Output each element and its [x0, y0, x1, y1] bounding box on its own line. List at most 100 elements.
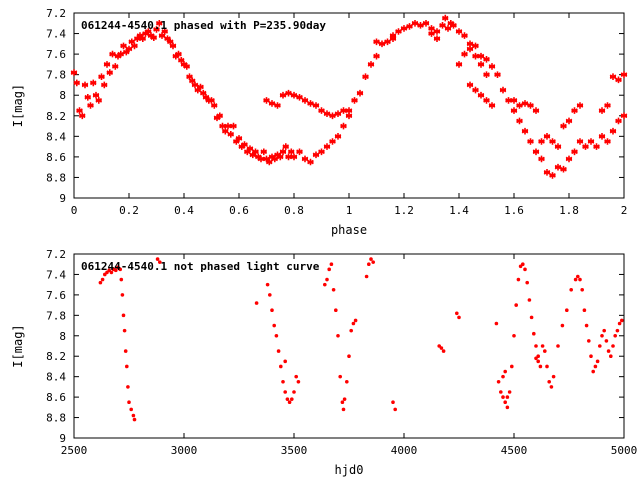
phased-data-point: [274, 102, 281, 109]
phased-data-point: [565, 155, 573, 163]
phased-y-tick-label: 7.2: [46, 7, 66, 20]
unphased-data-point: [525, 280, 529, 285]
phased-data-point: [571, 148, 578, 156]
phased-y-tick-label: 8.2: [46, 110, 66, 123]
phased-data-point: [527, 102, 534, 109]
phased-data-point: [177, 57, 185, 64]
unphased-data-point: [131, 413, 136, 418]
unphased-data-point: [499, 390, 503, 394]
unphased-data-point: [122, 328, 127, 333]
unphased-data-point: [620, 318, 624, 323]
phased-data-point: [136, 32, 144, 39]
phased-data-point: [483, 71, 490, 78]
phased-data-point: [285, 89, 292, 97]
phased-data-point: [128, 38, 136, 46]
phased-data-point: [367, 61, 375, 68]
unphased-y-tick-label: 7.6: [46, 289, 66, 302]
unphased-data-point: [254, 301, 259, 305]
phased-data-point: [158, 32, 166, 39]
phased-data-point: [439, 22, 446, 29]
phased-data-point: [466, 81, 474, 89]
phased-data-point: [373, 38, 380, 46]
unphased-data-point: [285, 397, 290, 401]
phased-data-point: [329, 112, 336, 120]
phased-x-tick-label: 0.8: [284, 204, 304, 217]
phased-data-point: [362, 73, 369, 80]
unphased-data-point: [272, 323, 277, 328]
phased-data-point: [279, 91, 287, 99]
unphased-data-point: [294, 374, 299, 379]
phased-data-point: [554, 143, 562, 150]
phased-data-point: [109, 50, 116, 58]
phased-x-axis-label: phase: [331, 223, 367, 237]
phased-data-point: [257, 155, 265, 163]
phased-data-point: [510, 97, 518, 104]
phased-data-point: [604, 138, 611, 145]
phased-data-point: [549, 138, 556, 145]
phased-x-tick-label: 0: [71, 204, 78, 217]
unphased-data-point: [120, 293, 125, 297]
unphased-data-point: [391, 400, 395, 405]
unphased-data-point: [371, 260, 376, 264]
phased-data-point: [604, 102, 611, 109]
phased-data-point: [191, 81, 199, 89]
phased-data-point: [447, 20, 455, 27]
unphased-data-point: [327, 267, 332, 272]
unphased-data-point: [123, 349, 128, 353]
phased-data-point: [296, 94, 303, 101]
unphased-data-point: [569, 287, 573, 292]
unphased-data-point: [587, 339, 591, 343]
unphased-data-point: [114, 268, 118, 273]
phased-data-point: [560, 122, 567, 130]
phased-data-point: [133, 35, 141, 42]
unphased-data-point: [340, 400, 345, 405]
unphased-data-point: [331, 287, 336, 292]
phased-data-point: [142, 30, 149, 37]
unphased-y-tick-label: 9: [59, 432, 66, 445]
phased-data-point: [221, 127, 229, 135]
phased-y-tick-label: 9: [59, 192, 66, 205]
unphased-data-point: [523, 267, 527, 272]
unphased-data-point: [529, 315, 534, 320]
phased-data-point: [219, 122, 226, 130]
unphased-data-point: [505, 395, 510, 399]
phased-data-point: [265, 158, 273, 166]
unphased-data-point: [393, 407, 398, 412]
unphased-data-point: [503, 400, 508, 405]
phased-data-point: [92, 91, 100, 99]
unphased-data-point: [602, 328, 606, 333]
phased-data-point: [400, 25, 408, 32]
phased-data-point: [296, 148, 303, 156]
unphased-data-point: [534, 356, 538, 361]
phased-data-point: [131, 42, 138, 50]
unphased-data-point: [613, 333, 617, 338]
unphased-data-point: [345, 379, 349, 384]
unphased-data-point: [573, 277, 578, 282]
unphased-data-point: [545, 364, 549, 369]
unphased-data-point: [323, 282, 327, 287]
unphased-data-point: [514, 303, 518, 307]
phased-data-point: [155, 20, 163, 27]
phased-data-point: [287, 148, 295, 156]
phased-data-point: [282, 143, 290, 150]
unphased-data-point: [129, 407, 133, 412]
unphased-data-point: [132, 417, 137, 422]
unphased-data-point: [351, 321, 356, 326]
unphased-plot-frame: [73, 253, 625, 439]
phased-data-point: [175, 50, 182, 58]
phased-data-point: [243, 148, 251, 156]
phased-data-point: [153, 26, 160, 33]
phased-y-tick-label: 8: [59, 89, 66, 102]
phased-data-point: [301, 155, 309, 163]
phased-data-point: [461, 32, 468, 39]
unphased-data-point: [265, 282, 270, 287]
phased-data-point: [183, 63, 191, 70]
phased-data-point: [73, 79, 81, 87]
unphased-data-point: [364, 274, 369, 279]
unphased-data-point: [119, 277, 124, 282]
unphased-data-point: [342, 397, 347, 401]
unphased-data-point: [560, 323, 565, 328]
phased-data-point: [472, 42, 479, 50]
phased-data-point: [351, 97, 358, 104]
